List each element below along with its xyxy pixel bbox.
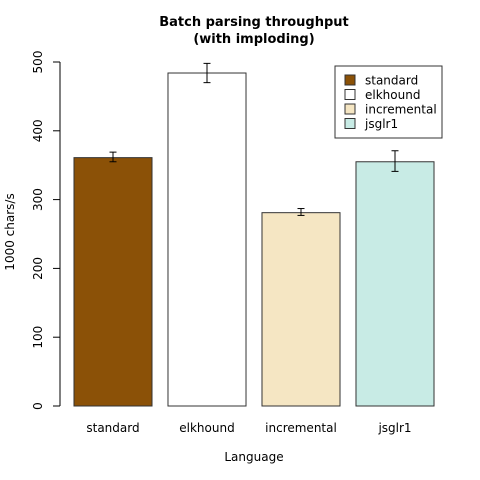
x-tick-label: elkhound <box>179 421 234 435</box>
legend-label-elkhound: elkhound <box>365 88 420 102</box>
error-bars <box>109 62 399 216</box>
x-tick-label: standard <box>86 421 139 435</box>
y-tick-label: 300 <box>31 188 45 211</box>
legend-label-incremental: incremental <box>365 103 437 117</box>
legend-label-jsglr1: jsglr1 <box>364 117 398 131</box>
legend-swatch-incremental <box>344 103 356 115</box>
bar-incremental <box>261 212 341 407</box>
bar-standard <box>73 157 153 407</box>
legend-label-standard: standard <box>365 74 418 88</box>
y-tick-label: 0 <box>31 402 45 410</box>
bars <box>73 72 435 407</box>
x-tick-label: jsglr1 <box>377 421 411 435</box>
y-axis: 0 100 200 300 400 500 <box>31 51 61 410</box>
bar-elkhound <box>167 72 247 407</box>
y-tick-label: 500 <box>31 51 45 74</box>
y-tick-label: 100 <box>31 326 45 349</box>
chart-title-line-1: Batch parsing throughput <box>159 15 349 30</box>
x-tick-labels: standard elkhound incremental jsglr1 <box>86 421 411 435</box>
y-tick-label: 400 <box>31 119 45 142</box>
x-tick-label: incremental <box>265 421 337 435</box>
y-axis-label: 1000 chars/s <box>3 193 17 270</box>
legend-swatch-jsglr1 <box>344 118 356 129</box>
legend-swatch-standard <box>344 74 356 86</box>
chart-title-line-2: (with imploding) <box>193 32 314 47</box>
y-tick-label: 200 <box>31 257 45 280</box>
legend-swatch-elkhound <box>344 89 356 100</box>
bar-jsglr1 <box>355 161 435 407</box>
x-axis-label: Language <box>224 450 283 464</box>
